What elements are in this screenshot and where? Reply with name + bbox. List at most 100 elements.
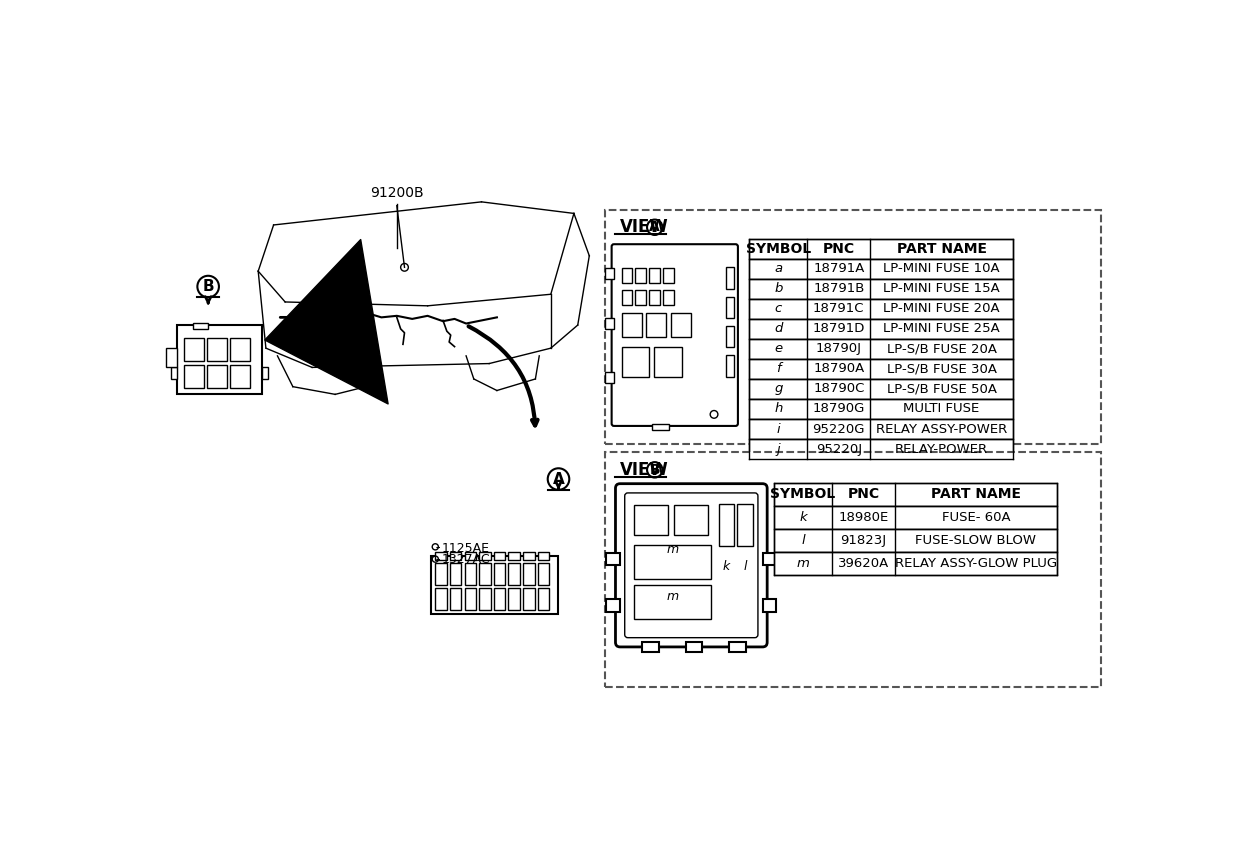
Bar [171, 367, 177, 379]
Bar [508, 589, 520, 610]
Bar [686, 642, 703, 651]
Bar [432, 556, 558, 614]
Text: 91823J: 91823J [841, 534, 887, 547]
Text: LP-S/B FUSE 30A: LP-S/B FUSE 30A [887, 362, 997, 376]
Bar [605, 372, 614, 382]
Bar [774, 529, 1056, 552]
Text: j: j [776, 443, 780, 455]
Bar [494, 552, 506, 560]
Text: c: c [775, 303, 782, 315]
Text: k: k [799, 511, 807, 524]
Bar [749, 319, 1013, 339]
Bar [749, 279, 1013, 298]
Bar [774, 552, 1056, 575]
Bar [727, 297, 734, 318]
Text: PNC: PNC [822, 242, 854, 256]
Bar [727, 355, 734, 377]
Text: 18790C: 18790C [813, 382, 864, 395]
Bar [749, 359, 1013, 379]
Bar [606, 553, 620, 566]
Bar [749, 339, 1013, 359]
Bar [634, 505, 668, 534]
Bar [763, 553, 776, 566]
FancyBboxPatch shape [611, 244, 738, 426]
Bar [465, 563, 476, 584]
Bar [207, 365, 227, 388]
Bar [538, 563, 549, 584]
Text: B: B [650, 463, 660, 477]
Bar [494, 589, 506, 610]
Text: 39620A: 39620A [838, 557, 889, 570]
Bar [650, 290, 660, 305]
Bar [435, 552, 446, 560]
Bar [727, 267, 734, 289]
Bar [479, 589, 491, 610]
Text: 91200B: 91200B [370, 187, 424, 200]
Bar [621, 347, 650, 377]
Bar [621, 313, 641, 338]
Bar [663, 268, 675, 283]
Bar [605, 452, 1101, 687]
Bar [663, 290, 675, 305]
Text: LP-S/B FUSE 20A: LP-S/B FUSE 20A [887, 343, 997, 355]
Bar [749, 239, 1013, 259]
Bar [749, 298, 1013, 319]
Text: h: h [774, 403, 782, 416]
Text: RELAY ASSY-POWER: RELAY ASSY-POWER [875, 422, 1007, 436]
Bar [450, 552, 461, 560]
Bar [229, 365, 249, 388]
Bar [729, 642, 746, 651]
Text: 18791A: 18791A [813, 262, 864, 276]
Text: a: a [774, 262, 782, 276]
Bar [177, 325, 262, 394]
Text: 95220G: 95220G [812, 422, 866, 436]
Bar [523, 552, 534, 560]
Bar [508, 552, 520, 560]
Bar [774, 483, 1056, 506]
Bar [749, 379, 1013, 399]
Bar [465, 552, 476, 560]
Bar [538, 552, 549, 560]
Bar [605, 318, 614, 329]
Text: 1125AE: 1125AE [441, 542, 490, 555]
Bar [479, 552, 491, 560]
Text: LP-MINI FUSE 20A: LP-MINI FUSE 20A [883, 303, 999, 315]
Bar [523, 563, 534, 584]
Text: k: k [723, 561, 730, 573]
Bar [675, 505, 708, 534]
Bar [749, 399, 1013, 419]
Bar [653, 347, 682, 377]
Bar [207, 338, 227, 361]
Bar [635, 290, 646, 305]
Bar [435, 563, 446, 584]
Bar [621, 268, 632, 283]
Bar [494, 563, 506, 584]
Text: LP-S/B FUSE 50A: LP-S/B FUSE 50A [887, 382, 997, 395]
Bar [671, 313, 691, 338]
Bar [450, 589, 461, 610]
Text: PART NAME: PART NAME [931, 488, 1021, 501]
Text: 18791B: 18791B [813, 282, 864, 295]
Bar [508, 563, 520, 584]
Bar [727, 326, 734, 348]
Bar [465, 589, 476, 610]
Bar [605, 268, 614, 279]
Text: RELAY ASSY-GLOW PLUG: RELAY ASSY-GLOW PLUG [895, 557, 1056, 570]
Text: 18791D: 18791D [812, 322, 866, 336]
Text: i: i [776, 422, 780, 436]
Text: m: m [666, 589, 678, 603]
Bar [737, 504, 753, 546]
Text: FUSE- 60A: FUSE- 60A [941, 511, 1011, 524]
Bar [719, 504, 734, 546]
Bar [184, 338, 203, 361]
Bar [749, 439, 1013, 459]
Bar [749, 259, 1013, 279]
Text: d: d [774, 322, 782, 336]
Bar [605, 209, 1101, 444]
Text: 18790G: 18790G [812, 403, 866, 416]
Text: VIEW: VIEW [620, 218, 668, 237]
Text: LP-MINI FUSE 25A: LP-MINI FUSE 25A [883, 322, 999, 336]
Bar [749, 419, 1013, 439]
FancyBboxPatch shape [625, 493, 758, 638]
Text: B: B [202, 279, 215, 294]
